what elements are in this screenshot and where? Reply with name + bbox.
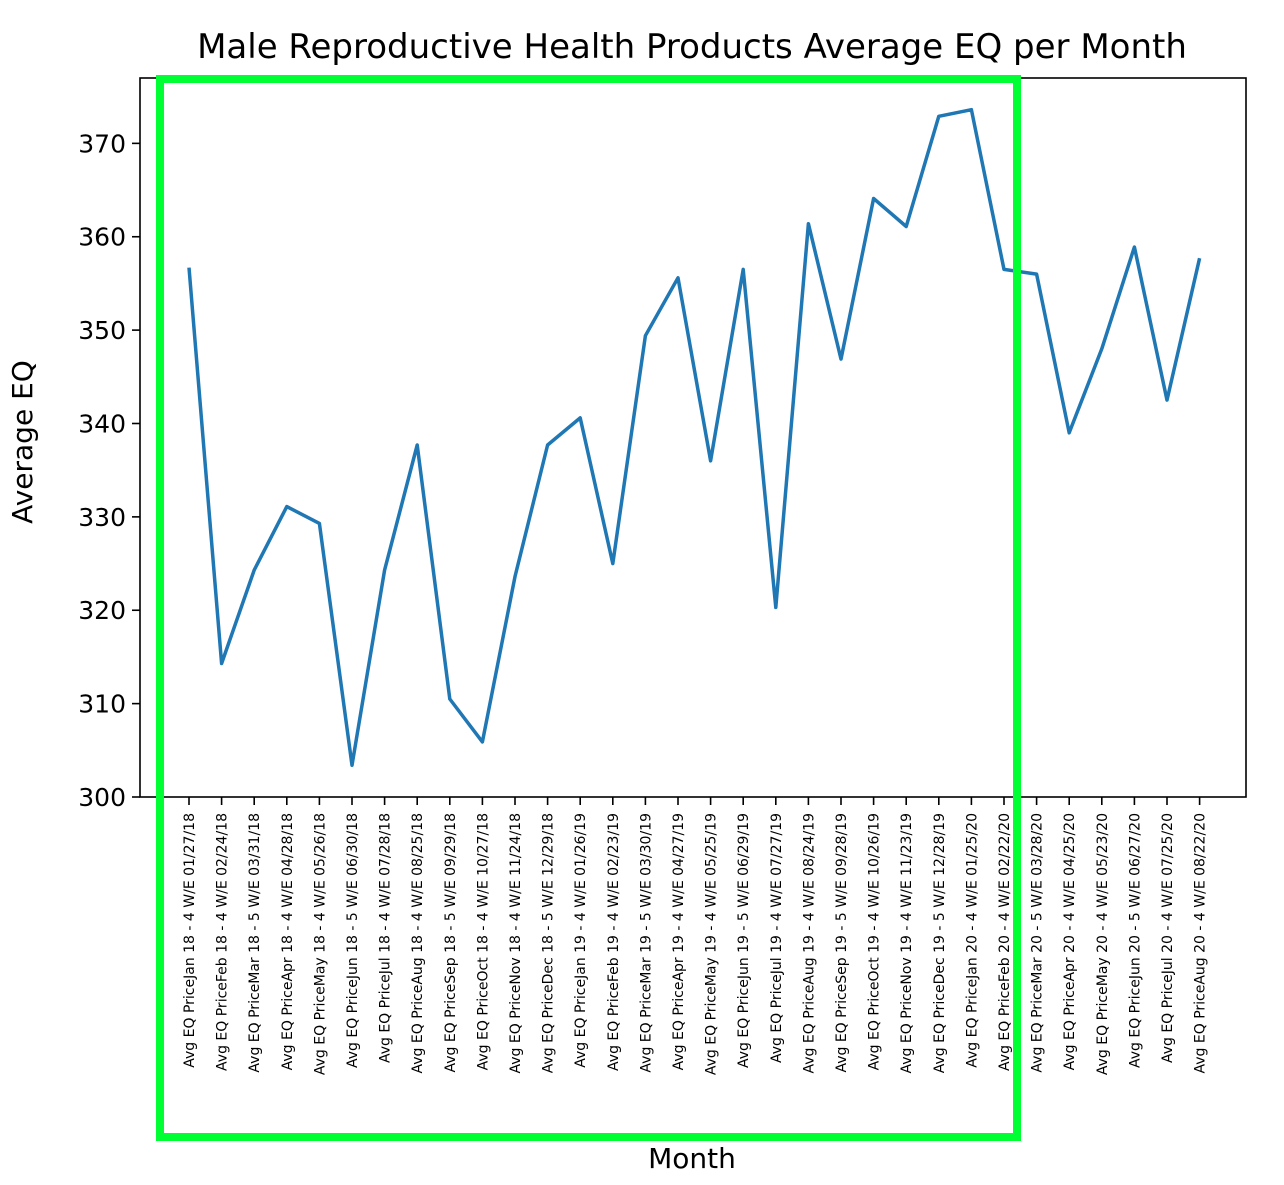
y-tick-label: 340 <box>78 409 126 438</box>
x-tick-label: Avg EQ PriceMar 18 - 5 W/E 03/31/18 <box>247 813 263 1073</box>
x-tick-label: Avg EQ PriceApr 20 - 4 W/E 04/25/20 <box>1062 813 1078 1070</box>
y-tick-label: 360 <box>78 223 126 252</box>
x-tick-label: Avg EQ PriceJul 18 - 4 W/E 07/28/18 <box>378 813 394 1063</box>
x-tick-label: Avg EQ PriceOct 19 - 4 W/E 10/26/19 <box>867 813 883 1070</box>
x-tick-label: Avg EQ PriceDec 18 - 5 W/E 12/29/18 <box>541 813 557 1073</box>
x-tick-label: Avg EQ PriceSep 18 - 5 W/E 09/29/18 <box>443 813 459 1073</box>
x-tick-label: Avg EQ PriceApr 19 - 4 W/E 04/27/19 <box>671 813 687 1070</box>
y-tick-label: 370 <box>78 129 126 158</box>
x-tick-label: Avg EQ PriceMar 19 - 5 W/E 03/30/19 <box>638 813 654 1073</box>
y-tick-label: 300 <box>78 783 126 812</box>
y-tick-label: 310 <box>78 690 126 719</box>
x-tick-label: Avg EQ PriceSep 19 - 5 W/E 09/28/19 <box>834 813 850 1073</box>
y-tick-label: 320 <box>78 596 126 625</box>
x-tick-label: Avg EQ PriceMay 19 - 4 W/E 05/25/19 <box>704 813 720 1075</box>
y-axis-label: Average EQ <box>6 360 39 524</box>
x-tick-label: Avg EQ PriceFeb 20 - 4 W/E 02/22/20 <box>997 813 1013 1071</box>
x-tick-label: Avg EQ PriceNov 19 - 4 W/E 11/23/19 <box>899 813 915 1073</box>
highlight-box <box>156 75 1021 1141</box>
y-tick-label: 350 <box>78 316 126 345</box>
x-axis-label: Month <box>648 1142 736 1175</box>
x-tick-label: Avg EQ PriceDec 19 - 5 W/E 12/28/19 <box>932 813 948 1073</box>
x-tick-label: Avg EQ PriceAug 18 - 4 W/E 08/25/18 <box>410 813 426 1074</box>
x-tick-label: Avg EQ PriceFeb 18 - 4 W/E 02/24/18 <box>215 813 231 1071</box>
x-tick-label: Avg EQ PriceJul 20 - 4 W/E 07/25/20 <box>1160 813 1176 1063</box>
x-tick-label: Avg EQ PriceOct 18 - 4 W/E 10/27/18 <box>475 813 491 1070</box>
x-tick-label: Avg EQ PriceJan 19 - 4 W/E 01/26/19 <box>573 813 589 1068</box>
x-tick-label: Avg EQ PriceJul 19 - 4 W/E 07/27/19 <box>769 813 785 1063</box>
x-tick-label: Avg EQ PriceJan 20 - 4 W/E 01/25/20 <box>964 813 980 1068</box>
plot-area: 300 310 320 330 340 350 360 370 Avg EQ PriceJan … <box>78 75 1247 1141</box>
x-tick-label: Avg EQ PriceJun 20 - 5 W/E 06/27/20 <box>1127 813 1143 1068</box>
x-tick-label: Avg EQ PriceMar 20 - 5 W/E 03/28/20 <box>1030 813 1046 1073</box>
x-tick-label: Avg EQ PriceFeb 19 - 4 W/E 02/23/19 <box>606 813 622 1071</box>
x-tick-label: Avg EQ PriceJan 18 - 4 W/E 01/27/18 <box>182 813 198 1068</box>
x-tick-label: Avg EQ PriceNov 18 - 4 W/E 11/24/18 <box>508 813 524 1073</box>
x-tick-label: Avg EQ PriceAug 19 - 4 W/E 08/24/19 <box>801 813 817 1074</box>
series-line <box>187 107 1202 768</box>
x-tick-label: Avg EQ PriceApr 18 - 4 W/E 04/28/18 <box>280 813 296 1070</box>
x-tick-label: Avg EQ PriceJun 19 - 5 W/E 06/29/19 <box>736 813 752 1068</box>
axes-frame <box>139 77 1247 798</box>
y-tick-label: 330 <box>78 503 126 532</box>
x-tick-label: Avg EQ PriceAug 20 - 4 W/E 08/22/20 <box>1193 813 1209 1074</box>
chart-title: Male Reproductive Health Products Averag… <box>197 27 1187 67</box>
x-tick-label: Avg EQ PriceMay 18 - 4 W/E 05/26/18 <box>312 813 328 1075</box>
x-tick-label: Avg EQ PriceJun 18 - 5 W/E 06/30/18 <box>345 813 361 1068</box>
x-tick-label: Avg EQ PriceMay 20 - 4 W/E 05/23/20 <box>1095 813 1111 1075</box>
